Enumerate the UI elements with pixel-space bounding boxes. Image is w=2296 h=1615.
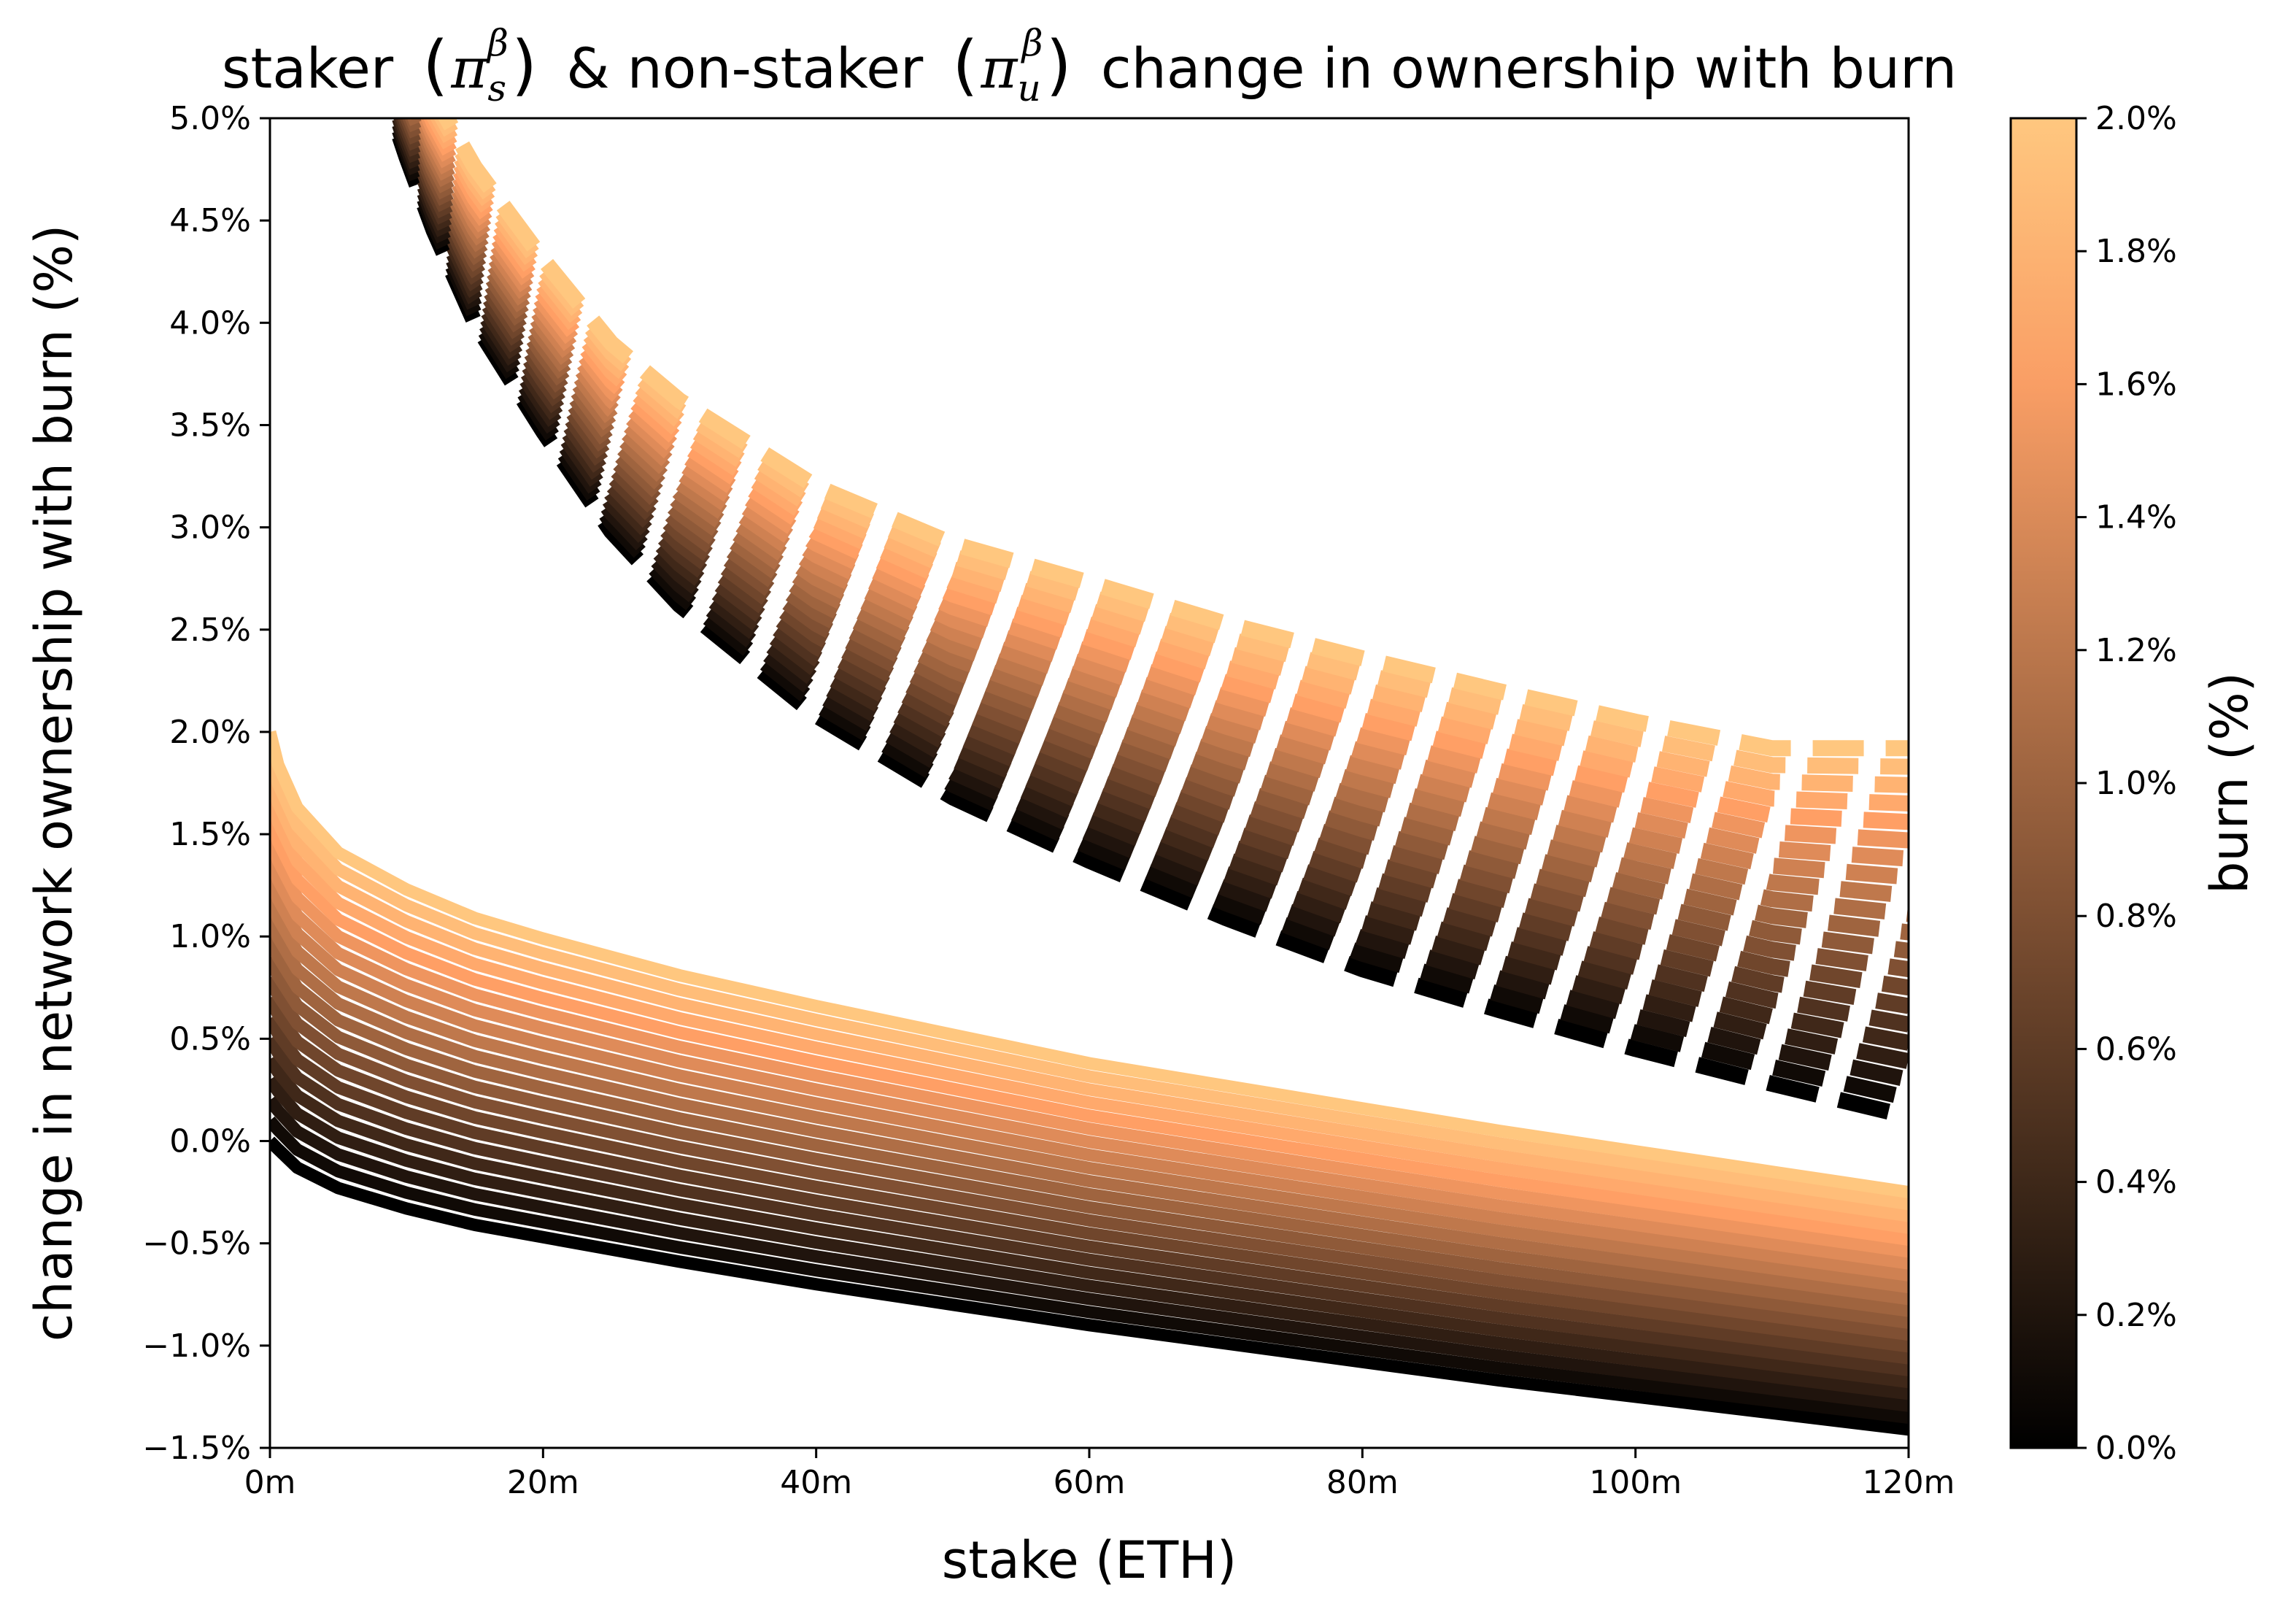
y-tick-label: 0.0%	[169, 1123, 251, 1160]
nonstaker-series-line	[411, 118, 1909, 904]
x-tick-label: 60m	[1054, 1464, 1126, 1501]
title-staker-sup: β	[486, 22, 509, 64]
staker-series-line	[270, 1136, 1909, 1436]
title-staker-sub: s	[487, 67, 506, 109]
nonstaker-series-line	[420, 118, 1909, 849]
title-paren-close-2: )	[1046, 27, 1072, 104]
nonstaker-series-line	[414, 118, 1909, 885]
nonstaker-series-line	[404, 118, 1909, 959]
nonstaker-series-line	[397, 118, 1909, 1014]
y-tick-label: 4.0%	[169, 304, 251, 342]
x-tick-label: 120m	[1863, 1464, 1955, 1501]
y-tick-label: −1.0%	[142, 1327, 251, 1365]
y-tick-label: −0.5%	[142, 1225, 251, 1263]
title-prefix: staker	[222, 36, 394, 101]
y-tick-label: 3.5%	[169, 406, 251, 444]
y-tick-label: −1.5%	[142, 1430, 251, 1467]
nonstaker-series-line	[417, 118, 1909, 867]
x-tick-label: 20m	[507, 1464, 579, 1501]
nonstaker-series-line	[409, 118, 1909, 922]
staker-series-line	[270, 812, 1909, 1246]
title-nonstaker-symbol: π	[981, 36, 1019, 101]
colorbar-tick-label: 0.6%	[2095, 1030, 2177, 1068]
y-axis: −1.5% −1.0% −0.5% 0.0% 0.5% 1.0% 1.5% 2.0% 2.5% 3…	[142, 100, 270, 1467]
colorbar-tick-label: 0.2%	[2095, 1297, 2177, 1334]
title-paren-open-2: (	[952, 27, 978, 104]
staker-series-line	[270, 1036, 1909, 1376]
title-paren-open-1: (	[422, 27, 448, 104]
y-tick-label: 0.5%	[169, 1020, 251, 1057]
plot-lines	[270, 118, 1909, 1436]
staker-series-line	[270, 1015, 1909, 1365]
staker-series-line	[270, 873, 1909, 1281]
title-paren-close-1: )	[511, 27, 537, 104]
colorbar-tick-label: 1.6%	[2095, 366, 2177, 403]
nonstaker-series-line	[393, 118, 1909, 1051]
nonstaker-series-line	[437, 118, 1909, 757]
staker-series-line	[270, 1076, 1909, 1400]
staker-series-line	[270, 750, 1909, 1211]
colorbar-label: burn (%)	[2200, 672, 2260, 894]
nonstaker-series-line	[401, 118, 1909, 977]
y-tick-label: 2.5%	[169, 612, 251, 649]
colorbar	[2009, 117, 2078, 1449]
x-tick-label: 0m	[244, 1464, 296, 1501]
colorbar-tick-label: 1.8%	[2095, 233, 2177, 270]
staker-series-line	[270, 1116, 1909, 1424]
nonstaker-series-line	[425, 118, 1909, 812]
colorbar-tick-label: 0.4%	[2095, 1164, 2177, 1201]
x-tick-label: 100m	[1589, 1464, 1682, 1501]
staker-series-line	[270, 893, 1909, 1294]
nonstaker-series-line	[399, 118, 1909, 996]
colorbar-tick-label: 0.0%	[2095, 1430, 2177, 1467]
y-axis-label: change in network ownership with burn (%…	[24, 225, 84, 1342]
staker-series-line	[270, 771, 1909, 1222]
nonstaker-series-line	[406, 118, 1909, 941]
title-middle: & non-staker	[566, 36, 924, 101]
staker-series-line	[270, 1096, 1909, 1412]
staker-series-line	[270, 1055, 1909, 1389]
x-tick-label: 80m	[1326, 1464, 1399, 1501]
y-tick-label: 5.0%	[169, 100, 251, 137]
staker-series-line	[270, 832, 1909, 1258]
x-axis: 0m 20m 40m 60m 80m 100m 120m	[244, 1448, 1955, 1501]
staker-series-line	[270, 730, 1909, 1199]
title-nonstaker-sub: u	[1017, 67, 1040, 109]
staker-series-line	[270, 974, 1909, 1341]
staker-series-line	[270, 934, 1909, 1317]
staker-series-line	[270, 954, 1909, 1329]
colorbar-tick-label: 1.0%	[2095, 765, 2177, 802]
staker-series-line	[270, 852, 1909, 1270]
colorbar-tick-label: 2.0%	[2095, 100, 2177, 137]
title-suffix: change in ownership with burn	[1101, 36, 1957, 101]
staker-series-line	[270, 995, 1909, 1353]
y-tick-label: 2.0%	[169, 714, 251, 751]
x-axis-label: stake (ETH)	[942, 1530, 1237, 1590]
colorbar-tick-label: 1.4%	[2095, 499, 2177, 536]
colorbar-tick-label: 1.2%	[2095, 632, 2177, 669]
y-tick-label: 4.5%	[169, 202, 251, 239]
y-tick-label: 1.5%	[169, 816, 251, 853]
x-tick-label: 40m	[780, 1464, 852, 1501]
title-staker-symbol: π	[450, 36, 489, 101]
colorbar-tick-label: 0.8%	[2095, 898, 2177, 935]
colorbar-axis: 0.0% 0.2% 0.4% 0.6% 0.8% 1.0% 1.2% 1.4% 1.6% 1.8%…	[2076, 100, 2177, 1467]
staker-series-line	[270, 791, 1909, 1234]
staker-series-line	[270, 914, 1909, 1306]
chart-title: staker (πsβ) & non-staker (πuβ) change i…	[222, 22, 1957, 109]
nonstaker-series-line	[433, 118, 1909, 775]
y-tick-label: 3.0%	[169, 509, 251, 547]
nonstaker-series-line	[422, 118, 1909, 830]
y-tick-label: 1.0%	[169, 918, 251, 955]
title-nonstaker-sup: β	[1021, 22, 1043, 64]
